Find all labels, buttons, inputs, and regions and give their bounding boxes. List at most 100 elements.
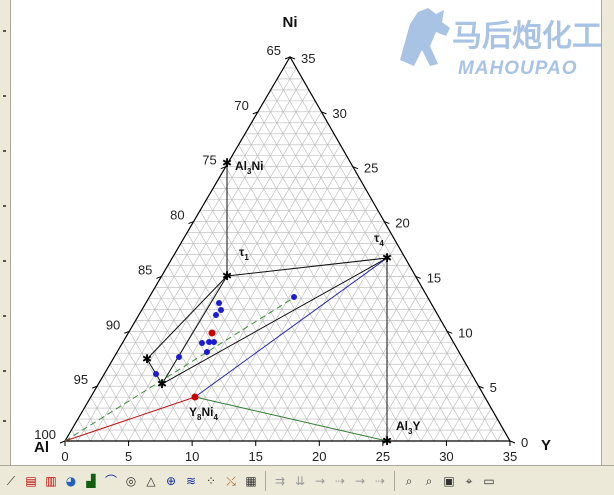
tie-line-tau4-y8ni4-black [161, 257, 388, 385]
data-point [216, 300, 222, 306]
toolbar-separator [265, 470, 266, 491]
tick-mark [156, 275, 162, 279]
scatter-matrix-icon[interactable]: ⁘ [205, 473, 217, 488]
contour-icon[interactable]: ◎ [125, 473, 137, 488]
grid-line [122, 342, 180, 442]
marker-y8ni4: ✱ [157, 377, 167, 391]
dashed-tie-line [64, 296, 296, 442]
horse-logo-icon [400, 8, 450, 66]
right-window-strip [601, 0, 614, 465]
phase-label-al3y: Al3Y [396, 419, 420, 436]
arrow-down-icon[interactable]: ⇊ [294, 473, 306, 488]
grid-line [90, 396, 117, 442]
tick-mark [188, 221, 194, 225]
tie-line-al-y8ni4 [64, 396, 196, 442]
bar-chart-icon[interactable]: ▤ [25, 473, 37, 488]
data-point [153, 371, 159, 377]
tick-mark [321, 111, 327, 115]
area-chart-icon[interactable]: ▟ [86, 473, 96, 488]
watermark-chinese: 马后炮化工 [452, 19, 602, 54]
tick-label-bottom: 20 [312, 449, 326, 464]
vertex-label-left: Al [34, 439, 49, 456]
layer-icon[interactable]: ▣ [443, 473, 455, 488]
grid-line [191, 166, 354, 442]
zoom-icon[interactable]: ⌕ [405, 473, 413, 488]
vertex-label-right: Y [541, 437, 551, 454]
grid-line [446, 385, 479, 442]
tick-label-bottom: 25 [376, 449, 390, 464]
grid-line [135, 320, 206, 442]
grid-line [244, 133, 422, 442]
zoom-2-icon[interactable]: ⌕ [425, 473, 433, 488]
line-tool-icon[interactable]: ⟋ [6, 473, 16, 488]
data-point-red [191, 393, 199, 401]
vector-icon[interactable]: ⤯ [226, 473, 236, 488]
tick-label-left: 75 [202, 153, 216, 168]
arrow-right-3-icon[interactable]: ⇢ [334, 473, 346, 488]
grid-line [270, 89, 473, 442]
grid-line [84, 407, 104, 442]
tick-label-right: 0 [521, 435, 528, 450]
tick-mark [352, 166, 359, 170]
data-point [291, 294, 297, 300]
grid-line [283, 67, 498, 442]
arrow-right-icon[interactable]: ⇉ [274, 473, 286, 488]
triangle-plot-icon[interactable]: △ [146, 473, 156, 488]
tie-line-tau1-y8ni4 [161, 275, 228, 385]
grid-line [115, 100, 316, 442]
grid-line [103, 375, 142, 442]
grid-line [166, 144, 341, 442]
tick-mark [446, 330, 453, 334]
arrow-right-4-icon[interactable]: → [354, 473, 366, 488]
tick-mark [289, 56, 296, 60]
tick-mark [220, 166, 226, 170]
arrow-right-2-icon[interactable]: → [314, 473, 326, 488]
data-point-red [208, 329, 216, 337]
data-reader-icon[interactable]: ⌖ [465, 473, 473, 488]
tick-mark [284, 56, 291, 60]
pie-chart-icon[interactable]: ◕ [65, 473, 77, 488]
data-points [153, 294, 297, 401]
grid-line [231, 155, 396, 442]
spectrum-icon[interactable]: ≋ [185, 473, 197, 488]
polar-icon[interactable]: ⊕ [165, 473, 177, 488]
tick-label-right: 25 [364, 161, 378, 176]
tick-labels: 0 5 10 15 20 25 30 3565707580859095100353025201… [34, 43, 528, 464]
grid-line [161, 276, 256, 442]
data-point [211, 339, 217, 345]
window-icon[interactable]: ▭ [483, 473, 495, 488]
data-point [218, 307, 224, 313]
grid-line [96, 385, 129, 442]
tick-label-left: 70 [234, 98, 248, 113]
grid-line [109, 364, 155, 442]
tie-line-tau4-y8ni4-blue [194, 257, 388, 398]
grid-line [268, 232, 391, 442]
arrow-right-5-icon[interactable]: ⇢ [374, 473, 386, 488]
grid-line [90, 78, 303, 442]
grid-line [276, 78, 485, 442]
grid-line [141, 122, 328, 442]
tie-lines [64, 163, 388, 442]
tick-label-left: 100 [34, 427, 56, 442]
tick-label-right: 20 [395, 216, 409, 231]
grid-line [497, 429, 504, 442]
tick-label-left: 95 [74, 372, 88, 387]
ternary-grid [71, 67, 504, 442]
tick-mark [59, 440, 66, 444]
grid-line [148, 298, 231, 442]
curve-icon[interactable]: ⌒ [104, 473, 117, 488]
grid-line [141, 309, 218, 442]
grid-line [167, 265, 269, 442]
grid-line [77, 418, 91, 442]
phase-label-y8ni4: Y8Ni4 [189, 405, 218, 422]
phase-label-tau1: τ1 [239, 245, 249, 262]
tick-label-left: 85 [138, 262, 152, 277]
tick-label-right: 10 [458, 325, 472, 340]
marker-al3ni: ✱ [222, 156, 232, 170]
phase-markers: ✱ ✱ ✱ ✱ ✱ ✱ [142, 156, 392, 448]
column-chart-icon[interactable]: ▥ [45, 473, 57, 488]
tick-mark [384, 221, 390, 225]
grid-line [116, 353, 167, 442]
legend-icon[interactable]: ▦ [245, 473, 257, 488]
tick-label-right: 30 [332, 106, 346, 121]
